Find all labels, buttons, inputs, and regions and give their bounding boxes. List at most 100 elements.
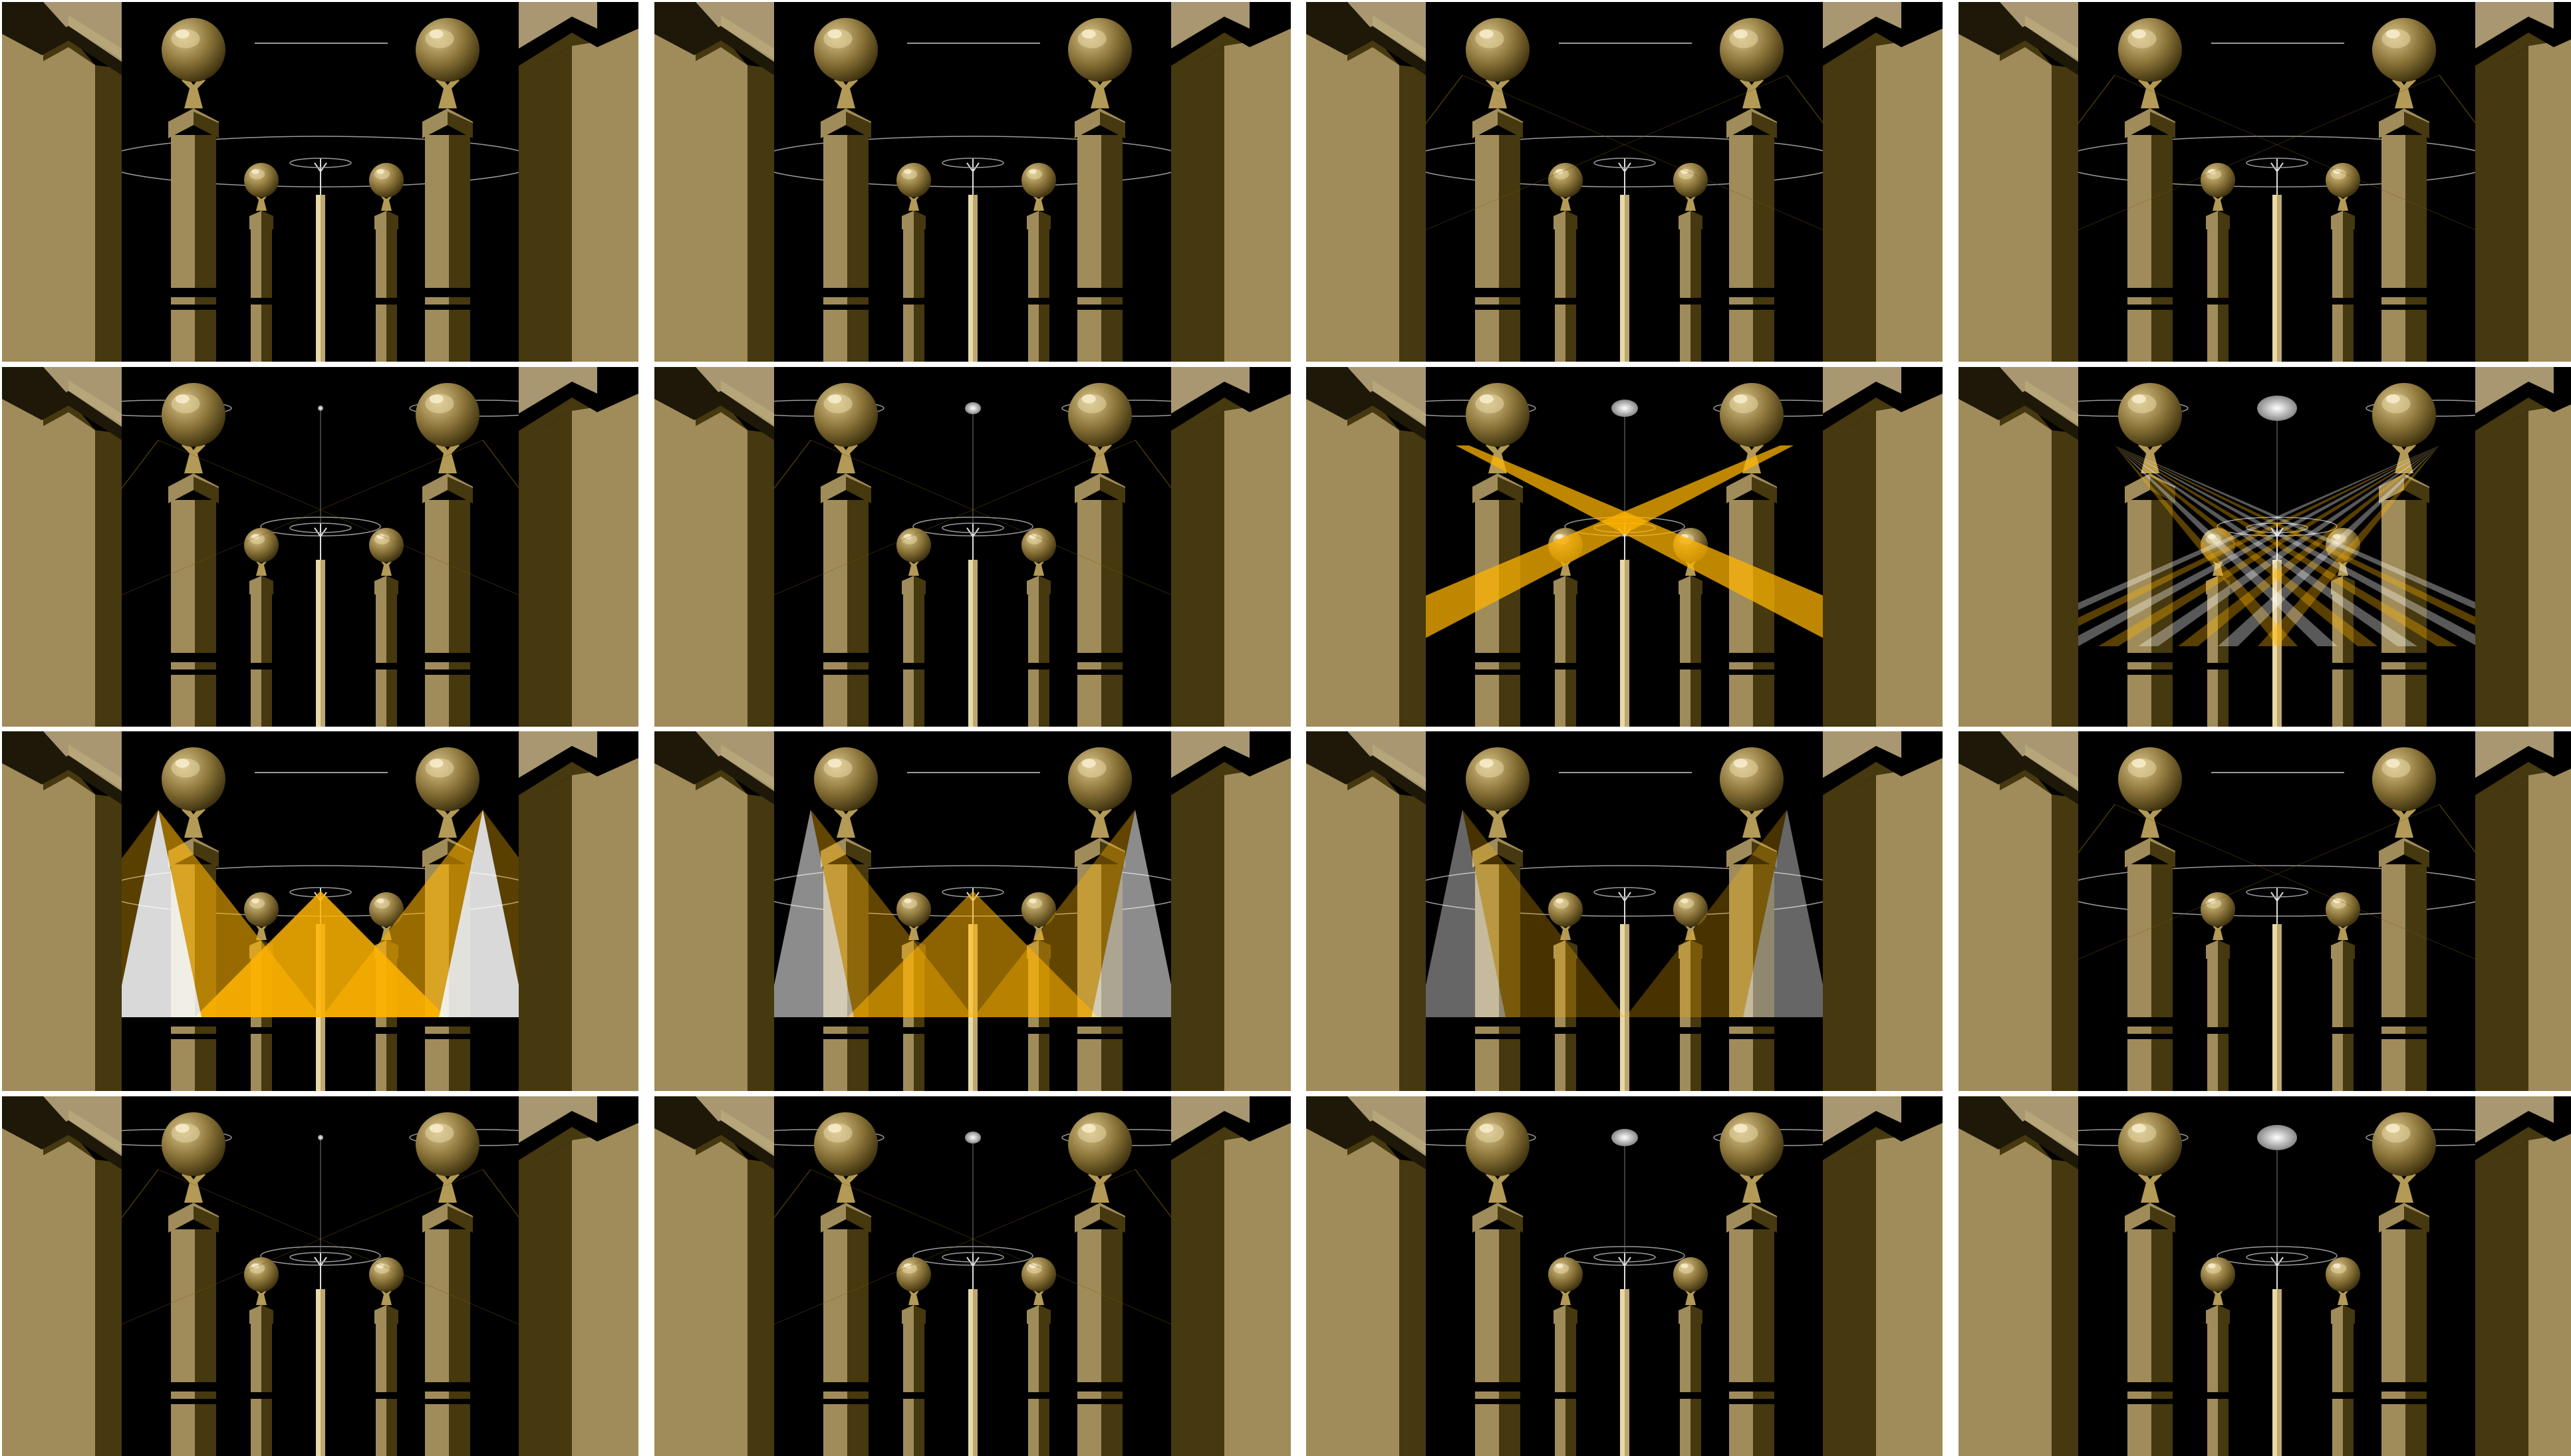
hanging-lamp (2257, 396, 2297, 421)
tall-pillar-left-sphere (162, 1112, 225, 1176)
tall-pillar-right-sphere (1720, 1112, 1784, 1176)
outer-pillar-right (519, 731, 638, 1091)
outer-pillar-right (1171, 1096, 1291, 1456)
tall-pillar-right-sphere (416, 747, 479, 811)
small-pillar-left-sphere (244, 892, 279, 927)
small-pillar-left-sphere (1548, 1257, 1583, 1292)
storyboard-frame (654, 2, 1291, 362)
hanging-lamp (1611, 1129, 1638, 1146)
outer-pillar-right (1171, 367, 1291, 727)
frame-illustration (1959, 2, 2571, 362)
outer-pillar-right (1823, 367, 1943, 727)
tall-pillar-right-sphere (416, 18, 479, 82)
outer-pillar-right (519, 2, 638, 362)
small-pillar-right-sphere (1021, 163, 1056, 197)
outer-pillar-right (2475, 731, 2571, 1091)
outer-pillar-right (1171, 2, 1291, 362)
tall-pillar-right-sphere (2372, 747, 2436, 811)
tall-pillar-left (814, 18, 878, 362)
frame-illustration (2, 2, 638, 362)
tall-pillar-left-sphere (162, 18, 225, 82)
storyboard-frame (1306, 731, 1943, 1091)
storyboard-frame (2, 367, 638, 727)
outer-pillar-left (2, 731, 122, 1091)
tall-pillar-left (1466, 383, 1530, 727)
frame-illustration (1306, 2, 1943, 362)
tall-pillar-left (2118, 383, 2182, 727)
outer-pillar-left (654, 2, 774, 362)
tall-pillar-left-sphere (1466, 1112, 1530, 1176)
small-pillar-left-sphere (2201, 892, 2235, 927)
small-pillar-left-sphere (896, 163, 931, 197)
outer-pillar-left (1959, 2, 2078, 362)
tall-pillar-right (416, 18, 479, 362)
tall-pillar-left-sphere (1466, 747, 1530, 811)
small-pillar-left-sphere (2201, 1257, 2235, 1292)
tall-pillar-right-sphere (1068, 1112, 1132, 1176)
tall-pillar-right-sphere (1720, 383, 1784, 447)
frame-illustration (2, 731, 638, 1091)
outer-pillar-left (654, 367, 774, 727)
tall-pillar-left-sphere (2118, 747, 2182, 811)
small-pillar-left-sphere (244, 163, 279, 197)
storyboard-frame (2, 2, 638, 362)
hanging-lamp (2257, 1125, 2297, 1150)
storyboard-frame (1959, 731, 2571, 1091)
small-pillar-left-sphere (896, 892, 931, 927)
tall-pillar-right-sphere (2372, 18, 2436, 82)
storyboard-frame (1959, 2, 2571, 362)
frame-illustration (1306, 1096, 1943, 1456)
tall-pillar-right-sphere (1068, 18, 1132, 82)
small-pillar-left-sphere (2201, 163, 2235, 197)
small-pillar-left-sphere (244, 528, 279, 562)
tall-pillar-right (2372, 383, 2436, 727)
storyboard-frame (1306, 1096, 1943, 1456)
frame-illustration (654, 2, 1291, 362)
small-pillar-left-sphere (896, 528, 931, 562)
storyboard-frame (2, 1096, 638, 1456)
tall-pillar-left-sphere (1466, 18, 1530, 82)
tall-pillar-right-sphere (1720, 18, 1784, 82)
tall-pillar-right-sphere (1068, 747, 1132, 811)
outer-pillar-left (654, 1096, 774, 1456)
small-pillar-left-sphere (1548, 163, 1583, 197)
outer-pillar-left (1959, 731, 2078, 1091)
storyboard-frame (1306, 2, 1943, 362)
tall-pillar-right-sphere (416, 383, 479, 447)
small-pillar-right-sphere (369, 163, 404, 197)
tall-pillar-right-sphere (2372, 383, 2436, 447)
storyboard-frame (1959, 1096, 2571, 1456)
storyboard-frame (1959, 367, 2571, 727)
tall-pillar-left (2118, 1112, 2182, 1456)
outer-pillar-right (519, 367, 638, 727)
tall-pillar-right (2372, 1112, 2436, 1456)
frame-illustration (1306, 731, 1943, 1091)
frame-illustration (654, 731, 1291, 1091)
outer-pillar-right (2475, 367, 2571, 727)
outer-pillar-right (1171, 731, 1291, 1091)
tall-pillar-right-sphere (1720, 747, 1784, 811)
tall-pillar-left-sphere (162, 747, 225, 811)
tall-pillar-left-sphere (162, 383, 225, 447)
outer-pillar-right (519, 1096, 638, 1456)
tall-pillar-left-sphere (814, 747, 878, 811)
outer-pillar-left (2, 1096, 122, 1456)
small-pillar-right-sphere (2326, 1257, 2360, 1292)
frame-illustration (2, 367, 638, 727)
frame-illustration (1959, 731, 2571, 1091)
tall-pillar-right (1720, 383, 1784, 727)
tall-pillar-left-sphere (1466, 383, 1530, 447)
tall-pillar-right-sphere (416, 1112, 479, 1176)
frame-illustration (654, 1096, 1291, 1456)
outer-pillar-left (1306, 367, 1426, 727)
outer-pillar-left (2, 367, 122, 727)
hanging-lamp (1611, 400, 1638, 417)
tall-pillar-right (1720, 1112, 1784, 1456)
outer-pillar-right (2475, 2, 2571, 362)
hanging-lamp (965, 402, 981, 414)
outer-pillar-left (1306, 1096, 1426, 1456)
frame-illustration (1306, 367, 1943, 727)
small-pillar-left-sphere (896, 1257, 931, 1292)
outer-pillar-right (1823, 1096, 1943, 1456)
outer-pillar-right (2475, 1096, 2571, 1456)
